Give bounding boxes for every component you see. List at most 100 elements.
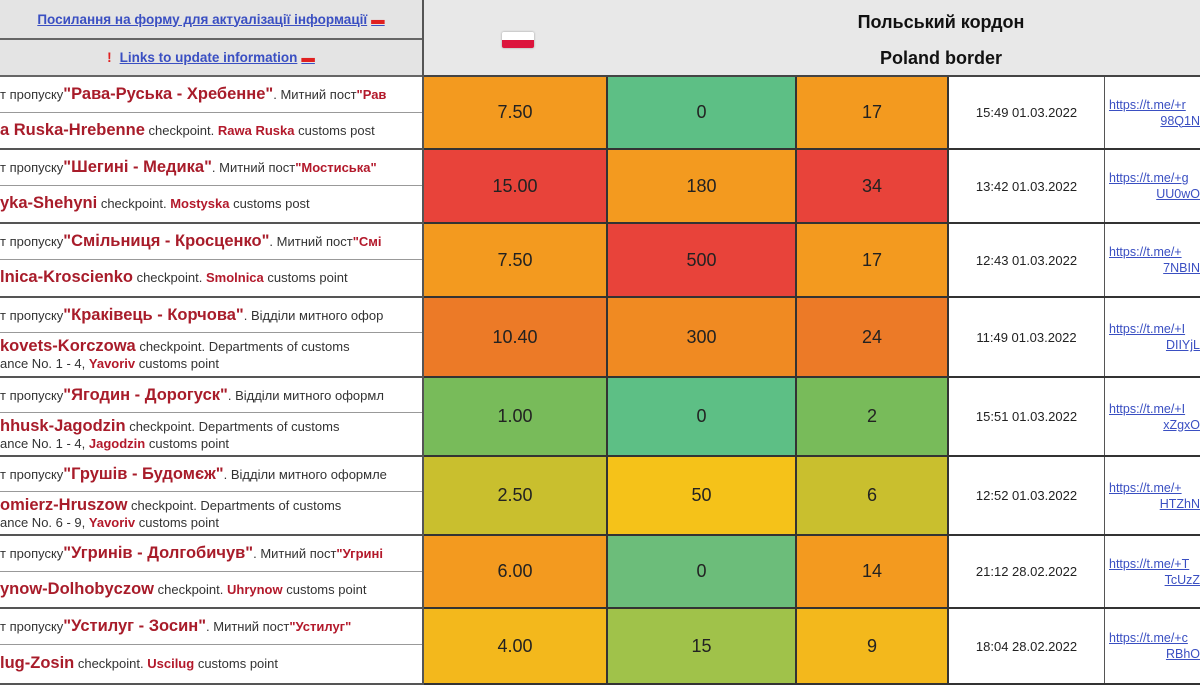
telegram-link-cell: https://t.me/+ HTZhN bbox=[1105, 457, 1200, 534]
checkpoint-name-en: kovets-Korczowa checkpoint. Departments … bbox=[0, 333, 422, 375]
ua-mid: . Відділи митного офор bbox=[243, 307, 384, 323]
queue-value-cell: 14 bbox=[797, 536, 949, 607]
checkpoint-name: "Шегині - Медика" bbox=[63, 158, 212, 176]
en-update-form-link[interactable]: Links to update information ▬ bbox=[120, 50, 315, 65]
poland-border-table: Польський кордон Poland border 7.50 0 17… bbox=[424, 0, 1200, 685]
ua-mid: . Митний пост bbox=[211, 160, 296, 175]
customs-post-name: "Рав bbox=[356, 87, 387, 102]
en-tail: customs post bbox=[229, 196, 310, 211]
telegram-link[interactable]: https://t.me/+r bbox=[1109, 97, 1186, 112]
checkpoint-row: т пропуску "Смільниця - Кросценко". Митн… bbox=[0, 224, 422, 298]
ua-mid: . Митний пост bbox=[269, 234, 353, 249]
table-row: 15.00 180 34 13:42 01.03.2022 https://t.… bbox=[424, 150, 1200, 224]
telegram-link-cont[interactable]: RBhO bbox=[1165, 647, 1200, 661]
ua-update-link-text: Посилання на форму для актуалізації інфо… bbox=[37, 11, 368, 27]
wait-hours-cell: 2.50 bbox=[424, 457, 608, 534]
table-row: 10.40 300 24 11:49 01.03.2022 https://t.… bbox=[424, 298, 1200, 378]
checkpoint-row: т пропуску "Краківець - Корчова". Відділ… bbox=[0, 298, 422, 378]
en-update-link-row: ! Links to update information ▬ bbox=[0, 40, 422, 77]
checkpoint-name: "Смільниця - Кросценко" bbox=[63, 232, 270, 250]
checkpoint-name: hhusk-Jagodzin bbox=[0, 416, 126, 435]
queue-cars-cell: 500 bbox=[608, 224, 797, 296]
ua-prefix: т пропуску bbox=[0, 387, 64, 403]
checkpoint-name-en: yka-Shehyni checkpoint. Mostyska customs… bbox=[0, 186, 422, 221]
en-line2-prefix: ance No. 6 - 9, bbox=[0, 514, 89, 530]
telegram-link[interactable]: https://t.me/+I bbox=[1109, 401, 1186, 416]
wait-hours-cell: 15.00 bbox=[424, 150, 608, 222]
telegram-link-cont[interactable]: UU0wO bbox=[1156, 187, 1200, 201]
queue-value-cell: 34 bbox=[797, 150, 949, 222]
checkpoint-row: т пропуску "Ягодин - Дорогуск". Відділи … bbox=[0, 378, 422, 457]
en-mid: checkpoint. bbox=[74, 656, 148, 671]
en-update-link-text: Links to update information bbox=[119, 50, 298, 65]
checkpoint-name-en: a Ruska-Hrebenne checkpoint. Rawa Ruska … bbox=[0, 113, 422, 147]
en-mid: checkpoint. Departments of customs bbox=[127, 497, 342, 513]
telegram-link-cont[interactable]: xZgxO bbox=[1163, 417, 1200, 432]
customs-post-name: Jagodzin bbox=[88, 435, 146, 451]
telegram-link[interactable]: https://t.me/+T bbox=[1109, 556, 1190, 571]
table-row: 7.50 0 17 15:49 01.03.2022 https://t.me/… bbox=[424, 77, 1200, 150]
en-mid: checkpoint. Departments of customs bbox=[135, 339, 350, 354]
checkpoint-name: "Рава-Руська - Хребенне" bbox=[63, 85, 274, 103]
telegram-link[interactable]: https://t.me/+g bbox=[1109, 171, 1189, 185]
checkpoint-row: т пропуску "Грушів - Будомєж". Відділи м… bbox=[0, 457, 422, 536]
wait-hours-cell: 7.50 bbox=[424, 224, 608, 296]
queue-cars-cell: 0 bbox=[608, 77, 797, 148]
checkpoint-name: a Ruska-Hrebenne bbox=[0, 120, 145, 139]
flag-icon: ▬ bbox=[371, 11, 385, 27]
updated-time-cell: 12:52 01.03.2022 bbox=[949, 457, 1105, 534]
ua-prefix: т пропуску bbox=[0, 234, 64, 249]
checkpoint-name: "Краківець - Корчова" bbox=[63, 305, 244, 324]
telegram-link-cont[interactable]: TcUzZ bbox=[1164, 572, 1200, 587]
checkpoint-name: yka-Shehyni bbox=[0, 194, 98, 212]
checkpoint-name: "Ягодин - Дорогуск" bbox=[63, 385, 228, 404]
queue-value-cell: 2 bbox=[797, 378, 949, 455]
en-mid: checkpoint. Departments of customs bbox=[125, 418, 340, 434]
table-row: 1.00 0 2 15:51 01.03.2022 https://t.me/+… bbox=[424, 378, 1200, 457]
telegram-link[interactable]: https://t.me/+c bbox=[1109, 631, 1188, 645]
table-header: Польський кордон Poland border bbox=[424, 0, 1200, 77]
queue-value-cell: 17 bbox=[797, 224, 949, 296]
exclamation-icon: ! bbox=[107, 50, 112, 65]
telegram-link-cont[interactable]: 98Q1N bbox=[1160, 113, 1200, 128]
checkpoint-name: ynow-Dolhobyczow bbox=[0, 579, 154, 598]
checkpoint-name-en: lnica-Kroscienko checkpoint. Smolnica cu… bbox=[0, 260, 422, 295]
wait-hours-cell: 4.00 bbox=[424, 609, 608, 683]
telegram-link-cont[interactable]: HTZhN bbox=[1159, 496, 1200, 511]
checkpoint-name-en: lug-Zosin checkpoint. Uscilug customs po… bbox=[0, 645, 422, 682]
en-mid: checkpoint. bbox=[144, 122, 218, 138]
checkpoint-name: omierz-Hruszow bbox=[0, 495, 128, 514]
table-row: 7.50 500 17 12:43 01.03.2022 https://t.m… bbox=[424, 224, 1200, 298]
telegram-link-cont[interactable]: 7NBIN bbox=[1163, 261, 1200, 275]
ua-mid: . Митний пост bbox=[206, 619, 290, 634]
checkpoint-name-ua: т пропуску "Грушів - Будомєж". Відділи м… bbox=[0, 457, 422, 492]
ua-prefix: т пропуску bbox=[0, 307, 64, 323]
updated-time-cell: 13:42 01.03.2022 bbox=[949, 150, 1105, 222]
checkpoint-name-ua: т пропуску "Угринів - Долгобичув". Митни… bbox=[0, 536, 422, 572]
checkpoint-name: "Грушів - Будомєж" bbox=[63, 464, 224, 483]
customs-post-name: Uhrynow bbox=[227, 581, 283, 597]
queue-value-cell: 9 bbox=[797, 609, 949, 683]
queue-cars-cell: 300 bbox=[608, 298, 797, 376]
en-line2-tail: customs point bbox=[135, 514, 219, 530]
telegram-link-cont[interactable]: DIIYjL bbox=[1165, 338, 1200, 352]
customs-post-name: "Угрині bbox=[336, 546, 383, 561]
telegram-link[interactable]: https://t.me/+I bbox=[1109, 322, 1186, 336]
en-tail: customs post bbox=[294, 122, 375, 138]
checkpoint-name: "Угринів - Долгобичув" bbox=[63, 544, 254, 562]
checkpoint-names-column: Посилання на форму для актуалізації інфо… bbox=[0, 0, 424, 685]
telegram-link[interactable]: https://t.me/+ bbox=[1109, 480, 1182, 495]
telegram-link-cell: https://t.me/+I DIIYjL bbox=[1105, 298, 1200, 376]
telegram-link-cell: https://t.me/+I xZgxO bbox=[1105, 378, 1200, 455]
en-line2-prefix: ance No. 1 - 4, bbox=[0, 356, 89, 371]
checkpoint-name: lnica-Kroscienko bbox=[0, 268, 133, 286]
updated-time-cell: 12:43 01.03.2022 bbox=[949, 224, 1105, 296]
telegram-link[interactable]: https://t.me/+ bbox=[1109, 245, 1182, 259]
ua-update-form-link[interactable]: Посилання на форму для актуалізації інфо… bbox=[37, 12, 384, 27]
updated-time-cell: 15:51 01.03.2022 bbox=[949, 378, 1105, 455]
checkpoint-name-ua: т пропуску "Устилуг - Зосин". Митний пос… bbox=[0, 609, 422, 645]
queue-value-cell: 6 bbox=[797, 457, 949, 534]
queue-cars-cell: 0 bbox=[608, 536, 797, 607]
en-tail: customs point bbox=[263, 270, 348, 285]
checkpoint-name-en: hhusk-Jagodzin checkpoint. Departments o… bbox=[0, 413, 422, 454]
